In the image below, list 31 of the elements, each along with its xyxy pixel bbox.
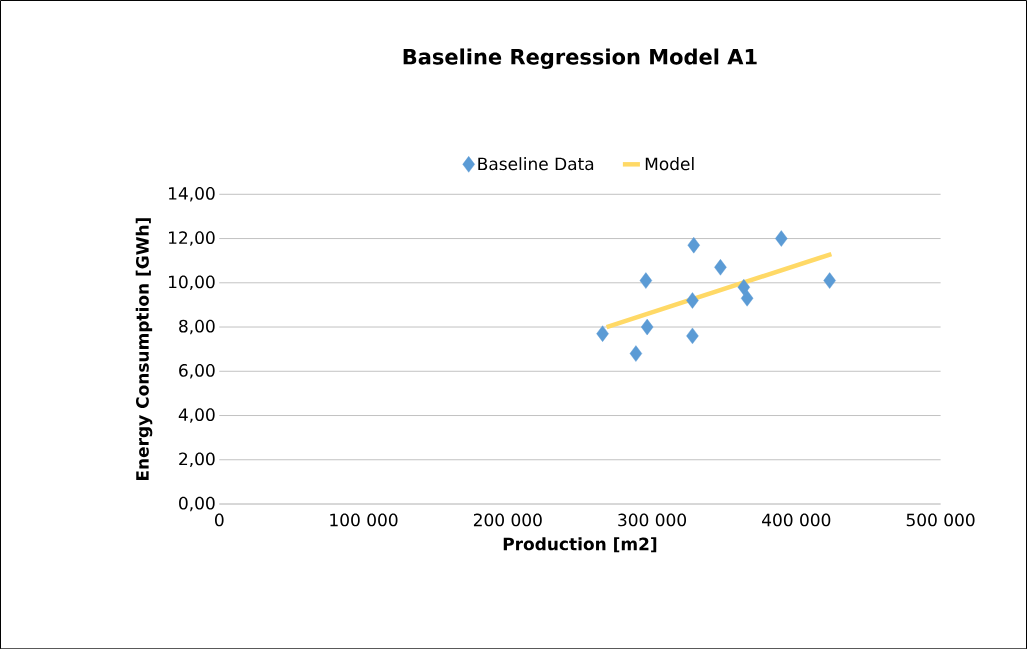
legend-label: Model	[645, 156, 694, 171]
y-tick-label: 8,00	[179, 319, 215, 335]
x-tick-label: 500 000	[906, 513, 975, 527]
y-tick-label: 0,00	[179, 496, 215, 512]
x-tick-label: 0	[215, 513, 224, 527]
point	[823, 272, 836, 289]
y-tick-label: 14,00	[169, 186, 215, 202]
y-tick-label: 2,00	[179, 452, 215, 467]
y-axis-title: Energy Consumption [GWh]	[135, 217, 153, 480]
point	[629, 345, 643, 362]
x-tick-label: 200 000	[473, 513, 542, 527]
point	[740, 289, 754, 307]
y-tick-label: 6,00	[179, 363, 215, 379]
point	[714, 258, 727, 276]
y-tick-label: 12,00	[169, 231, 215, 246]
chart-title: Baseline Regression Model A1	[403, 48, 757, 69]
point	[596, 325, 609, 342]
point	[686, 327, 699, 344]
y-tick-label: 4,00	[178, 408, 215, 423]
y-tick-label: 10,00	[169, 275, 215, 290]
point	[775, 230, 788, 247]
point	[640, 318, 654, 336]
x-tick-label: 100 000	[330, 513, 398, 527]
legend-label: Baseline Data	[478, 156, 594, 171]
x-tick-label: 300 000	[618, 513, 687, 527]
point	[737, 278, 751, 296]
point	[639, 272, 653, 289]
point	[686, 292, 699, 309]
point	[687, 236, 700, 254]
x-axis-title: Production [m2]	[503, 537, 657, 553]
x-tick-label: 400 000	[762, 513, 831, 527]
